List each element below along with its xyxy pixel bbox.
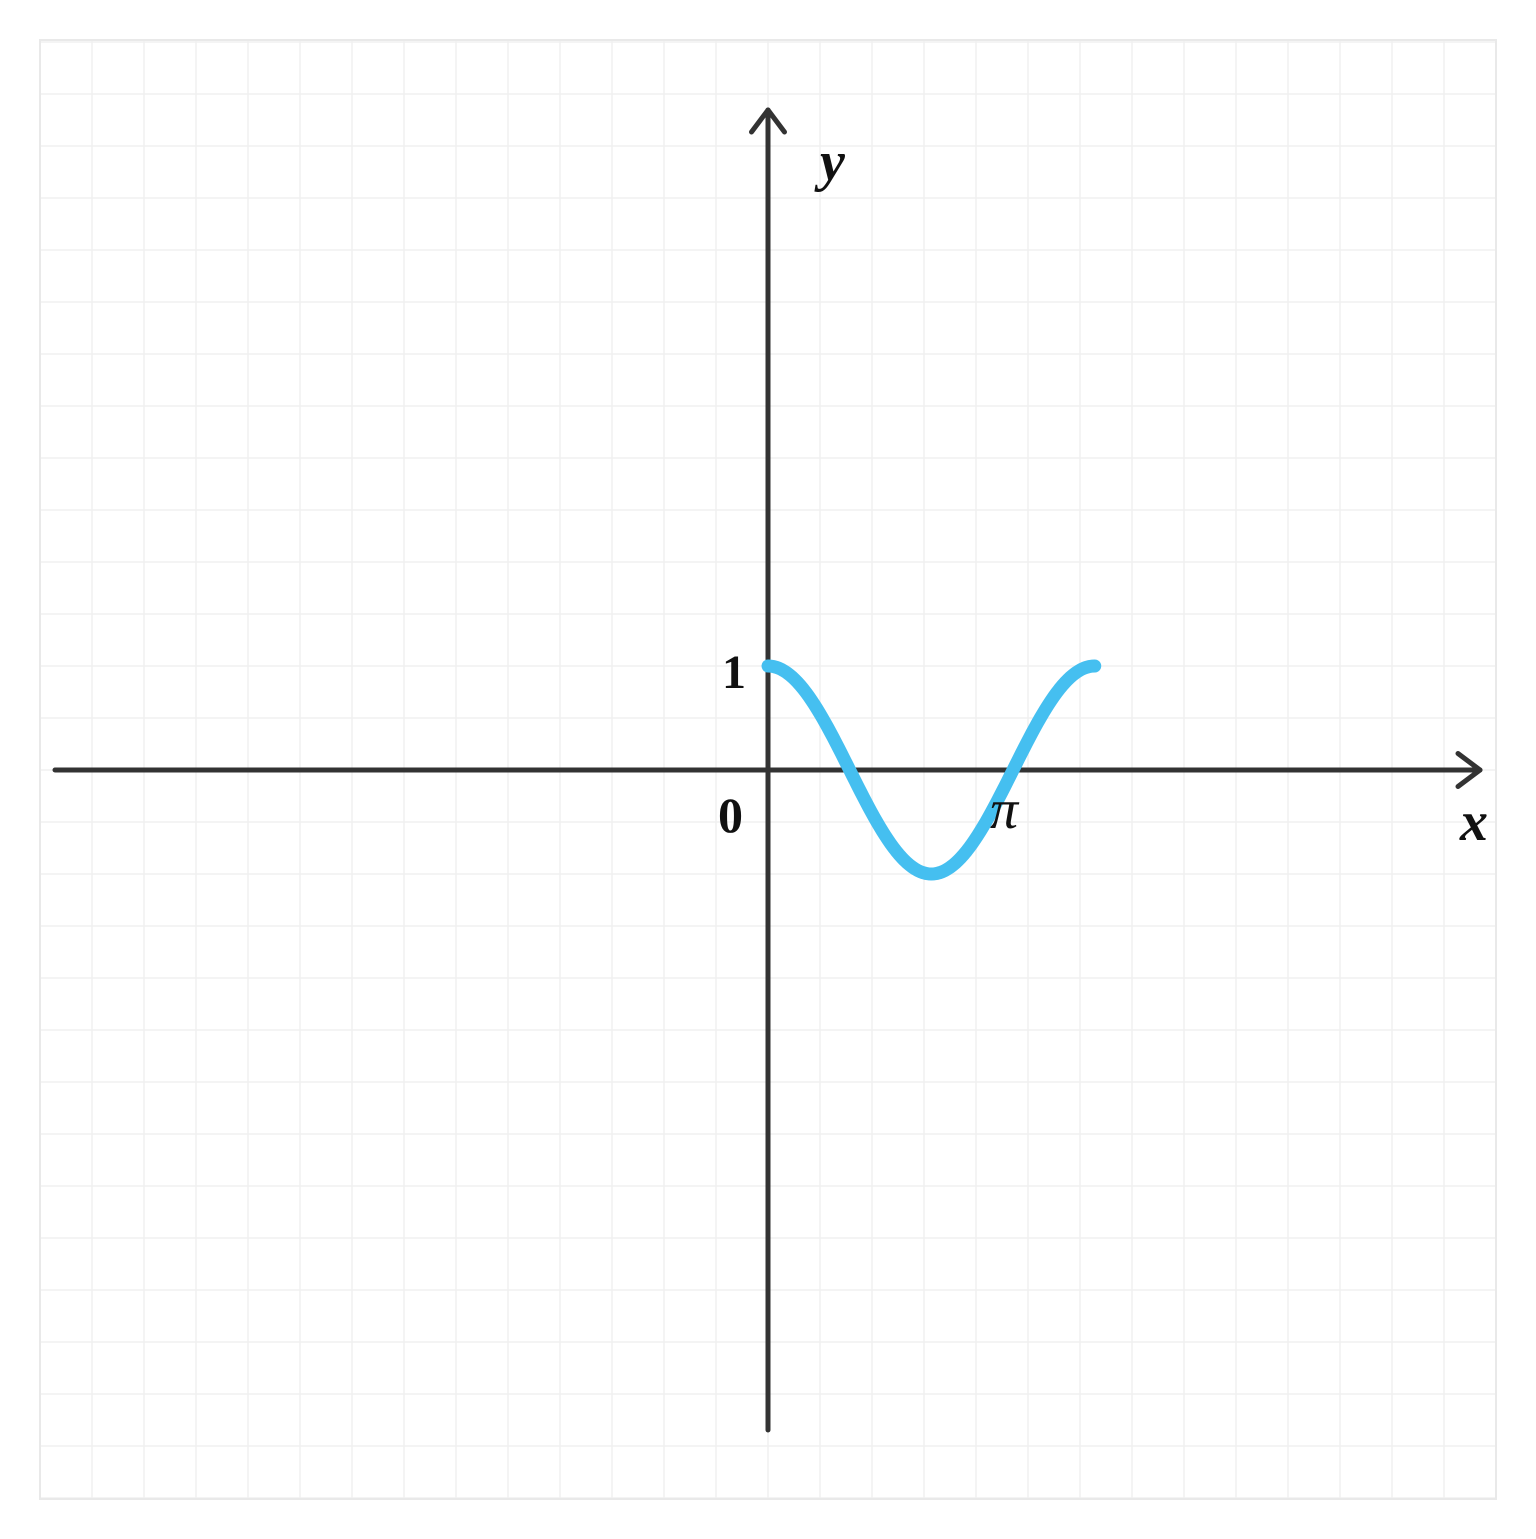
origin-label: 0 (718, 787, 743, 843)
pi-label: π (990, 779, 1020, 841)
cosine-chart: yx01π (0, 0, 1536, 1539)
chart-container: yx01π (0, 0, 1536, 1539)
tick-1-label: 1 (722, 646, 746, 699)
x-axis-label: x (1459, 791, 1488, 853)
